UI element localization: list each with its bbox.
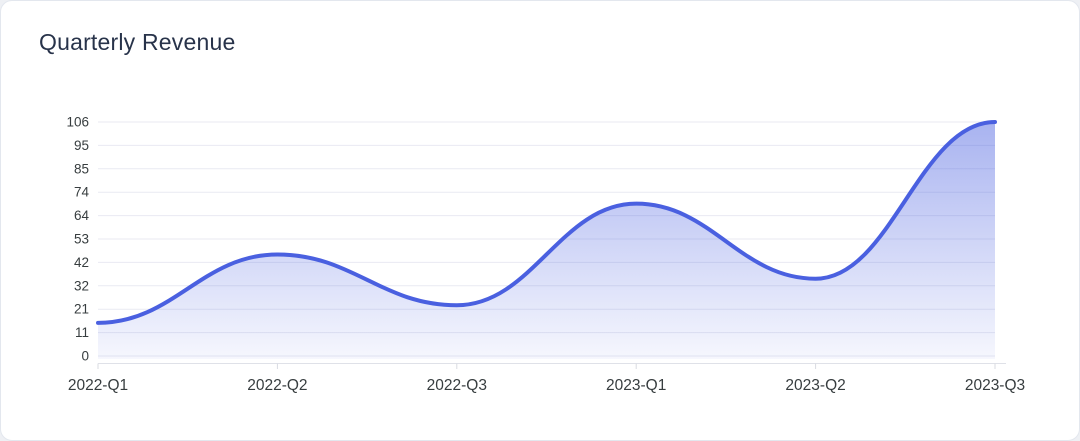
x-tick-label: 2022-Q3 [427,377,487,394]
y-tick-label: 42 [74,255,89,270]
x-tick-label: 2022-Q1 [68,377,128,394]
y-tick-label: 85 [74,161,89,176]
y-tick-label: 21 [74,302,89,317]
x-tick-label: 2022-Q2 [247,377,307,394]
x-tick-label: 2023-Q2 [785,377,845,394]
y-tick-label: 95 [74,138,89,153]
y-tick-label: 32 [74,278,89,293]
y-tick-label: 64 [74,208,90,223]
y-tick-label: 11 [75,325,89,340]
y-tick-label: 53 [74,232,89,247]
chart-title: Quarterly Revenue [39,29,236,55]
y-tick-label: 106 [66,115,89,130]
revenue-line [96,120,997,325]
revenue-area-fill [98,122,995,359]
y-tick-label: 74 [74,185,90,200]
x-tick-label: 2023-Q1 [606,377,666,394]
y-tick-label: 0 [81,349,89,364]
x-tick-label: 2023-Q3 [965,377,1025,394]
